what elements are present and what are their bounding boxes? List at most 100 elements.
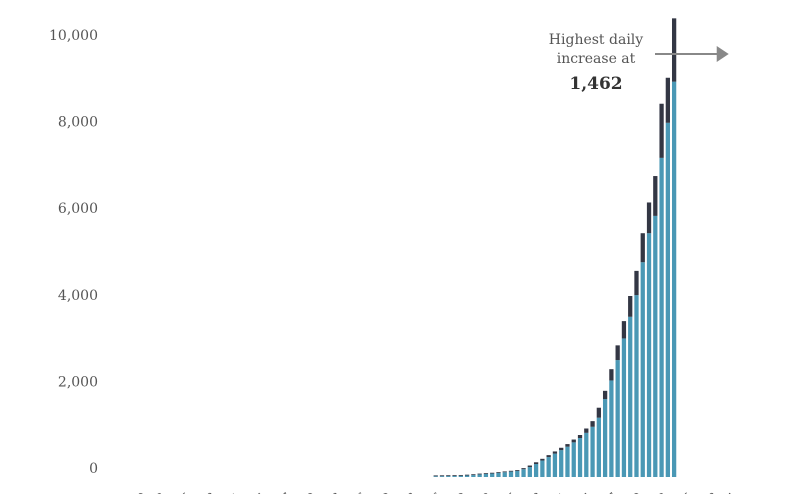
bar-daily-increase	[496, 472, 501, 473]
x-tick-label: 21	[551, 490, 570, 494]
bar-daily-increase	[640, 233, 645, 263]
x-tick-label: 31	[224, 490, 243, 494]
bar-previous-total	[433, 476, 438, 477]
x-tick-label: 30	[626, 490, 645, 494]
bar-daily-increase	[665, 77, 670, 123]
bar-daily-increase	[458, 474, 463, 476]
bar-daily-increase	[559, 447, 564, 451]
x-tick-label: 27	[601, 490, 620, 494]
x-tick-label: 12	[475, 490, 494, 494]
bar-daily-increase	[577, 435, 583, 439]
x-tick-label: 20	[130, 490, 149, 494]
bar-previous-total	[602, 399, 608, 477]
bar-daily-increase	[552, 451, 558, 454]
bar-daily-increase	[452, 475, 457, 476]
bar-previous-total	[565, 446, 570, 477]
bar-previous-total	[640, 262, 645, 477]
x-tick-label: 26	[350, 490, 369, 494]
bars	[433, 18, 677, 478]
bar-daily-increase	[628, 296, 633, 317]
annotation-text: Highest daily	[549, 32, 643, 48]
y-axis: 0 2,000 4,000 6,000 8,000 10,000	[49, 28, 98, 477]
bar-daily-increase	[653, 176, 658, 216]
x-tick-label: 12	[651, 490, 670, 494]
x-tick-label: 15	[500, 490, 519, 494]
bar-previous-total	[490, 473, 495, 477]
bar-daily-increase	[659, 103, 664, 158]
bar-daily-increase	[439, 475, 445, 477]
bar-daily-increase	[471, 474, 476, 476]
bar-previous-total	[458, 475, 463, 477]
x-tick-label: 19	[450, 490, 469, 494]
bar-daily-increase	[490, 472, 495, 474]
x-tick-label: 23	[325, 490, 344, 494]
bar-previous-total	[584, 432, 589, 477]
bar-daily-increase	[596, 407, 601, 418]
annotation: Highest daily increase at 1,462	[549, 32, 729, 94]
annotation-value: 1,462	[569, 74, 622, 94]
bar-daily-increase	[464, 474, 470, 476]
bar-previous-total	[596, 417, 601, 477]
bar-previous-total	[577, 438, 583, 477]
x-tick-label: 24	[720, 490, 739, 494]
bar-previous-total	[446, 476, 451, 477]
bar-daily-increase	[634, 270, 639, 296]
bar-daily-increase	[621, 321, 627, 339]
bar-previous-total	[439, 476, 445, 477]
bar-daily-increase	[533, 462, 539, 465]
bar-previous-total	[628, 316, 633, 477]
annotation-arrow-head-icon	[716, 46, 729, 62]
bar-previous-total	[477, 474, 482, 477]
x-axis: 2022 25 28 31 24 27 30 23 26 29 13 16 19 12 15 18 21 24 27…	[130, 490, 739, 494]
bar-previous-total	[659, 157, 664, 477]
x-tick-label: 24	[249, 490, 268, 494]
x-tick-label: 29	[375, 490, 394, 494]
y-tick-label: 8,000	[58, 115, 98, 131]
bar-previous-total	[540, 460, 545, 477]
bar-daily-increase	[590, 421, 595, 427]
bar-previous-total	[634, 295, 639, 477]
bar-previous-total	[559, 450, 564, 477]
bar-previous-total	[515, 470, 520, 477]
bar-previous-total	[621, 338, 627, 477]
bar-daily-increase	[609, 369, 614, 381]
bar-previous-total	[527, 467, 532, 477]
bar-previous-total	[464, 475, 470, 477]
x-tick-label: 18	[525, 490, 544, 494]
bar-daily-increase	[565, 444, 570, 447]
bar-previous-total	[615, 360, 620, 477]
bar-daily-increase	[615, 345, 620, 361]
bar-daily-increase	[571, 439, 576, 443]
x-tick-label: 28	[199, 490, 218, 494]
bar-previous-total	[483, 473, 489, 477]
bar-daily-increase	[508, 470, 514, 472]
x-tick-label: 30	[300, 490, 319, 494]
x-tick-label: 18	[701, 490, 720, 494]
bar-daily-increase	[446, 475, 451, 477]
bar-daily-increase	[483, 473, 489, 474]
bar-previous-total	[496, 472, 501, 477]
y-tick-label: 0	[89, 461, 98, 477]
bar-previous-total	[646, 233, 652, 477]
bar-previous-total	[571, 442, 576, 477]
bar-daily-increase	[602, 390, 608, 400]
annotation-text: increase at	[557, 51, 636, 67]
bar-daily-increase	[646, 202, 652, 234]
bar-previous-total	[502, 472, 507, 477]
bar-daily-increase	[521, 468, 526, 470]
bar-daily-increase	[540, 458, 545, 461]
x-tick-label: 13	[400, 490, 419, 494]
x-tick-label: 25	[174, 490, 193, 494]
bar-daily-increase	[527, 465, 532, 468]
x-tick-label: 15	[676, 490, 695, 494]
bar-daily-increase	[671, 18, 677, 82]
x-tick-label: 22	[149, 490, 168, 494]
bar-previous-total	[590, 426, 595, 477]
bar-previous-total	[521, 469, 526, 477]
x-tick-label: 24	[576, 490, 595, 494]
y-tick-label: 6,000	[58, 201, 98, 217]
bar-daily-increase	[515, 470, 520, 471]
bar-daily-increase	[584, 428, 589, 433]
y-tick-label: 10,000	[49, 28, 98, 44]
